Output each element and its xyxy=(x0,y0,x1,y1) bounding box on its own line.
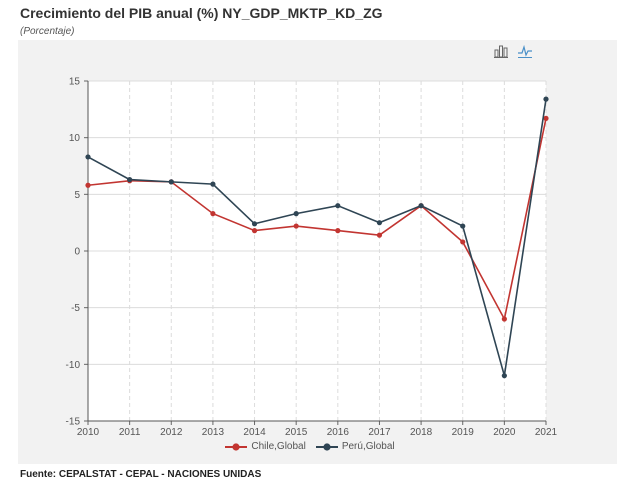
y-tick-label: -10 xyxy=(66,360,81,371)
data-point xyxy=(251,221,258,227)
x-tick-label: 2013 xyxy=(202,427,225,438)
x-tick-label: 2016 xyxy=(327,427,350,438)
chart-toolbar xyxy=(494,44,532,58)
data-point xyxy=(85,154,91,160)
bar-chart-icon[interactable] xyxy=(494,44,508,58)
x-tick-label: 2020 xyxy=(493,427,516,438)
data-point xyxy=(127,177,133,183)
x-tick-label: 2019 xyxy=(452,427,475,438)
source-footer: Fuente: CEPALSTAT - CEPAL - NACIONES UNI… xyxy=(20,469,262,480)
page-subtitle: (Porcentaje) xyxy=(20,26,75,37)
y-tick-label: 5 xyxy=(74,190,80,201)
legend-swatch xyxy=(225,442,248,451)
legend-item-2[interactable]: Perú,Global xyxy=(315,441,395,452)
data-point xyxy=(376,232,383,238)
series-line-2 xyxy=(87,99,547,376)
data-point xyxy=(543,96,549,102)
data-point xyxy=(418,203,424,209)
legend-label: Perú,Global xyxy=(341,441,395,452)
data-point xyxy=(293,211,299,217)
x-tick-label: 2010 xyxy=(77,427,100,438)
x-tick-label: 2011 xyxy=(119,427,141,438)
data-point xyxy=(543,115,549,121)
line-chart-icon[interactable] xyxy=(518,44,532,58)
y-tick-label: 10 xyxy=(69,133,81,144)
legend-item-1[interactable]: Chile,Global xyxy=(225,441,306,452)
y-tick-label: 0 xyxy=(74,247,80,258)
data-point xyxy=(460,223,466,229)
data-point xyxy=(335,203,341,209)
data-point xyxy=(293,223,299,229)
chart-legend: Chile,Global Perú,Global xyxy=(0,441,620,452)
data-point xyxy=(376,220,383,226)
x-tick-label: 2015 xyxy=(285,427,308,438)
legend-swatch xyxy=(315,442,338,451)
data-point xyxy=(210,181,216,187)
y-tick-label: -5 xyxy=(71,303,80,314)
x-tick-label: 2017 xyxy=(368,427,391,438)
data-point xyxy=(85,182,91,188)
x-tick-label: 2018 xyxy=(410,427,433,438)
legend-label: Chile,Global xyxy=(251,441,306,452)
data-point xyxy=(210,211,216,217)
x-tick-label: 2014 xyxy=(243,427,266,438)
data-point xyxy=(335,228,341,234)
data-point xyxy=(251,228,258,234)
y-tick-label: -15 xyxy=(66,417,81,428)
x-tick-label: 2021 xyxy=(535,427,558,438)
data-point xyxy=(501,316,507,322)
page-title: Crecimiento del PIB anual (%) NY_GDP_MKT… xyxy=(20,5,383,21)
x-tick-label: 2012 xyxy=(160,427,183,438)
data-point xyxy=(501,373,507,379)
data-point xyxy=(460,239,466,245)
y-tick-label: 15 xyxy=(69,77,81,88)
data-point xyxy=(168,179,174,185)
